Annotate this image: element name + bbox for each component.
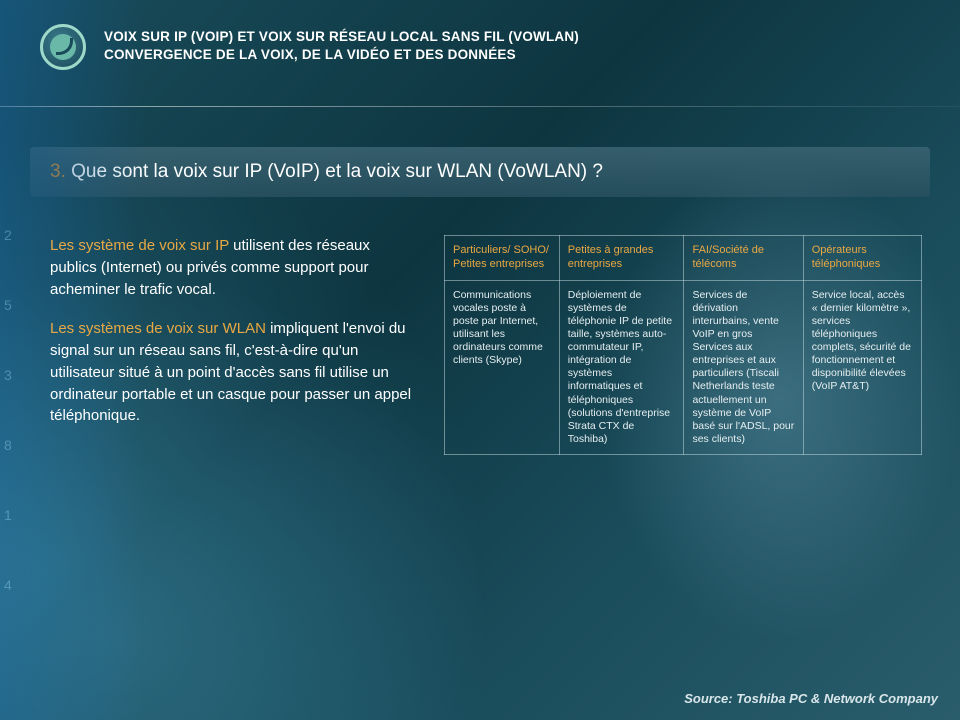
table-cell: Communications vocales poste à poste par…	[445, 280, 560, 455]
slide-header: VOIX SUR IP (VOIP) ET VOIX SUR RÉSEAU LO…	[0, 0, 960, 82]
p2-lead: Les systèmes de voix sur WLAN	[50, 320, 266, 337]
question-bar: 3. Que sont la voix sur IP (VoIP) et la …	[30, 147, 930, 197]
question-number: 3.	[50, 161, 66, 182]
source-footer: Source: Toshiba PC & Network Company	[684, 691, 938, 706]
table-header-cell: Opérateurs téléphoniques	[803, 236, 921, 281]
header-line1: VOIX SUR IP (VOIP) ET VOIX SUR RÉSEAU LO…	[104, 28, 579, 46]
paragraph-2: Les systèmes de voix sur WLAN impliquent…	[50, 318, 420, 427]
content-area: Les système de voix sur IP utilisent des…	[0, 197, 960, 455]
table-header-cell: Particuliers/ SOHO/ Petites entreprises	[445, 236, 560, 281]
body-text-column: Les système de voix sur IP utilisent des…	[50, 235, 420, 455]
header-divider	[0, 106, 960, 107]
table-cell: Services de dérivation interurbains, ven…	[684, 280, 803, 455]
p1-lead: Les système de voix sur IP	[50, 237, 229, 254]
footer-value: Toshiba PC & Network Company	[733, 691, 938, 706]
header-line2: CONVERGENCE DE LA VOIX, DE LA VIDÉO ET D…	[104, 46, 579, 64]
comparison-table-wrap: Particuliers/ SOHO/ Petites entreprises …	[444, 235, 922, 455]
question-text: Que sont la voix sur IP (VoIP) et la voi…	[66, 161, 603, 182]
table-cell: Déploiement de systèmes de téléphonie IP…	[559, 280, 684, 455]
header-title: VOIX SUR IP (VOIP) ET VOIX SUR RÉSEAU LO…	[104, 24, 579, 64]
comparison-table: Particuliers/ SOHO/ Petites entreprises …	[444, 235, 922, 455]
paragraph-1: Les système de voix sur IP utilisent des…	[50, 235, 420, 300]
table-row: Communications vocales poste à poste par…	[445, 280, 922, 455]
table-header-cell: Petites à grandes entreprises	[559, 236, 684, 281]
table-header-cell: FAI/Société de télécoms	[684, 236, 803, 281]
footer-label: Source:	[684, 691, 732, 706]
table-cell: Service local, accès « dernier kilomètre…	[803, 280, 921, 455]
logo-icon	[40, 24, 86, 70]
table-header-row: Particuliers/ SOHO/ Petites entreprises …	[445, 236, 922, 281]
